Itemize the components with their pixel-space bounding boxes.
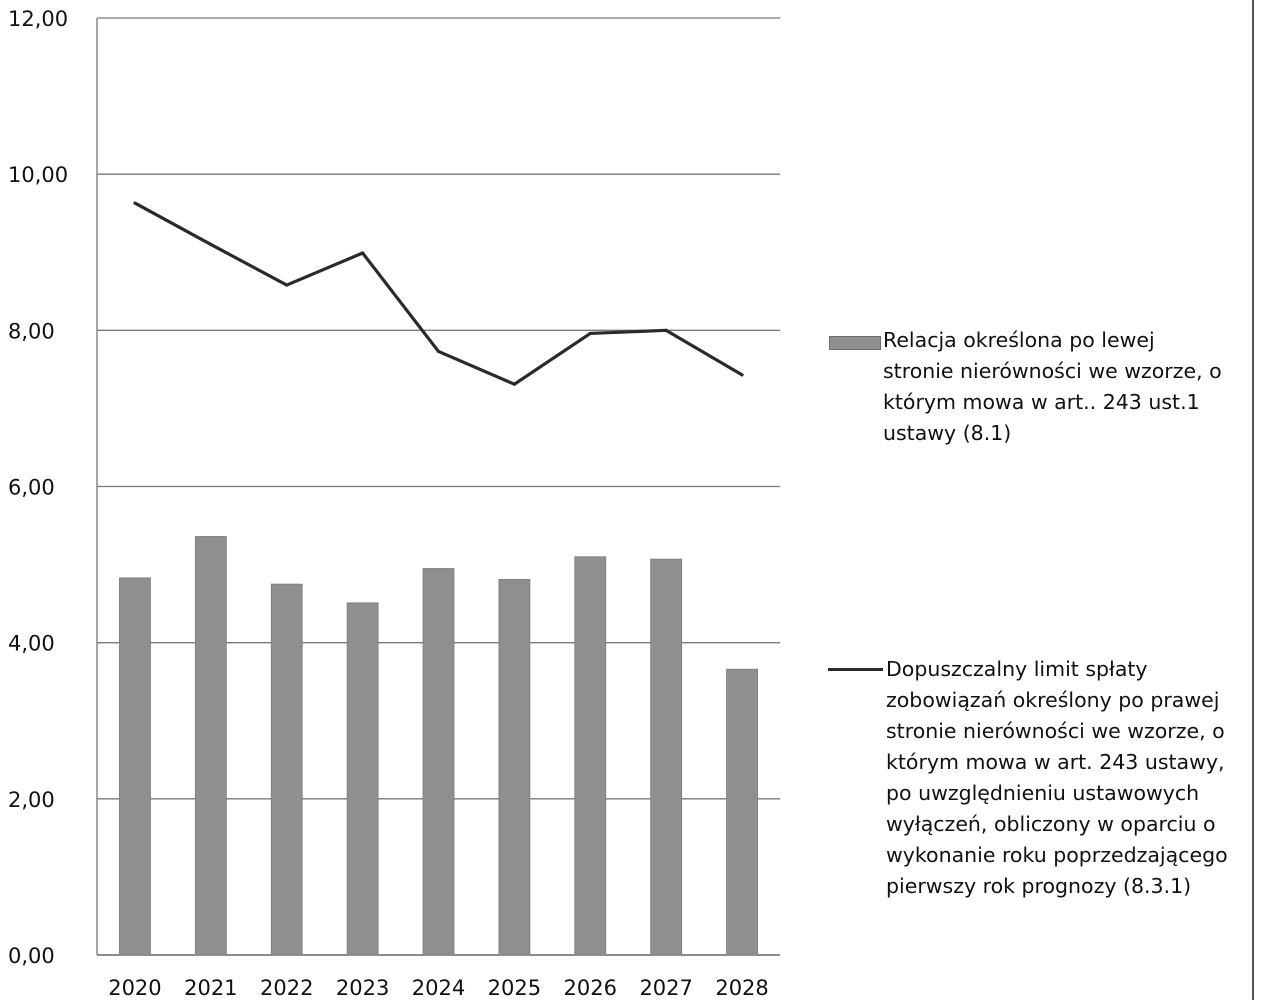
line-point xyxy=(664,328,668,332)
bar xyxy=(574,556,607,956)
legend-line-label: Dopuszczalny limit spłaty zobowiązań okr… xyxy=(886,657,1228,898)
y-tick-labels: 0,00 2,00 4,00 6,00 8,00 10,00 12,00 xyxy=(8,7,68,968)
y-tick-label: 12,00 xyxy=(8,7,68,31)
x-tick-label: 2028 xyxy=(715,976,768,1000)
legend-line-swatch xyxy=(828,668,883,671)
bar xyxy=(194,536,227,956)
line-point xyxy=(209,242,213,247)
x-tick-label: 2020 xyxy=(108,976,161,1000)
line-point xyxy=(512,382,516,386)
bar xyxy=(422,568,455,956)
line-point xyxy=(740,373,744,377)
x-tick-label: 2026 xyxy=(564,976,617,1000)
line-point xyxy=(436,349,441,354)
x-tick-labels: 2020 2021 2022 2023 2024 2025 2026 2027 2028 xyxy=(108,976,769,1000)
bar xyxy=(346,602,379,956)
x-tick-label: 2022 xyxy=(260,976,313,1000)
line-point xyxy=(361,251,365,255)
y-tick-label: 2,00 xyxy=(8,788,55,812)
x-tick-label: 2027 xyxy=(639,976,692,1000)
bar xyxy=(119,577,151,956)
frame-border xyxy=(1252,0,1254,1000)
bar-series xyxy=(119,536,758,956)
line-point xyxy=(588,331,592,336)
line-point xyxy=(285,283,289,287)
y-tick-label: 4,00 xyxy=(8,632,55,656)
line-point xyxy=(133,201,137,205)
x-tick-label: 2025 xyxy=(488,976,541,1000)
bar xyxy=(650,558,683,956)
bar xyxy=(726,668,758,956)
line-series-path xyxy=(134,201,743,386)
y-tick-label: 0,00 xyxy=(8,944,55,968)
y-tick-label: 8,00 xyxy=(8,319,55,343)
y-tick-label: 6,00 xyxy=(8,476,55,500)
x-tick-label: 2023 xyxy=(336,976,389,1000)
x-tick-label: 2021 xyxy=(184,976,237,1000)
line-series xyxy=(133,201,744,386)
bar xyxy=(270,583,303,956)
bar xyxy=(498,579,531,956)
legend-bar-swatch xyxy=(829,336,881,350)
y-tick-label: 10,00 xyxy=(8,163,68,187)
legend-bar-label: Relacja określona po lewej stronie nieró… xyxy=(883,328,1222,445)
x-tick-label: 2024 xyxy=(412,976,465,1000)
